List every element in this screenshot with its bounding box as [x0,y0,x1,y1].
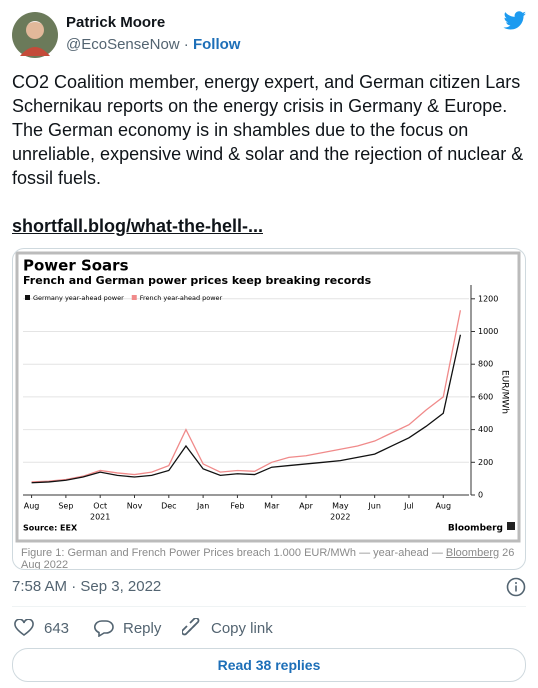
like-icon[interactable] [14,619,34,637]
x-tick-label: Jun [367,502,381,511]
card[interactable]: Power Soars French and German power pric… [12,248,526,570]
x-tick-label: Jan [196,502,209,511]
caption: Figure 1: German and French Power Prices… [21,547,525,570]
y-tick-label: 0 [478,491,483,500]
x-tick-label: Dec [161,502,176,511]
y-axis-label: EUR/MWh [500,370,510,414]
x-tick-label: Feb [230,502,244,511]
caption-text: 26 Aug 2022 [21,547,515,570]
legend-swatch [25,295,30,300]
caption-link[interactable]: Bloomberg [445,547,500,559]
follow[interactable]: Follow [192,36,241,53]
y-tick-label: 1000 [478,327,498,336]
x-tick-label: Sep [58,502,73,511]
x-tick-label: Aug [24,502,40,511]
x-tick-label: Apr [299,502,314,511]
legend-swatch [131,295,137,300]
series-line [31,310,462,483]
divider [12,606,526,607]
x-tick-label: Mar [264,502,280,511]
x-tick-label: May [332,502,349,511]
y-tick-label: 600 [478,392,493,401]
series-line [31,334,462,484]
y-tick-label: 1200 [478,294,498,303]
chart-source: Source: EEX [23,524,78,533]
x-tick-label: Nov [127,502,143,511]
separator: · [183,36,189,53]
y-tick-label: 800 [478,360,493,369]
caption-text: Figure 1: German and French Power Prices… [21,547,446,559]
read-replies-button[interactable]: Read 38 replies [12,648,526,682]
chart-subtitle: French and German power prices keep brea… [23,274,372,287]
twitter-logo[interactable] [503,10,527,32]
legend-label: French year-ahead power [140,294,223,302]
reply[interactable]: Reply [123,620,162,637]
avatar[interactable] [12,12,58,58]
link[interactable]: shortfall.blog/what-the-hell-... [12,216,263,236]
chart: Power Soars French and German power pric… [15,251,521,543]
like-count[interactable]: 643 [44,620,70,637]
chart-title: Power Soars [23,257,129,275]
timestamp[interactable]: 7:58 AM · Sep 3, 2022 [12,578,162,595]
info-icon[interactable] [506,577,526,597]
y-tick-label: 400 [478,425,493,434]
reply-icon[interactable] [94,619,114,637]
x-year-label: 2021 [90,513,110,522]
legend-label: Germany year-ahead power [33,294,124,302]
x-tick-label: Aug [435,502,451,511]
x-year-label: 2022 [330,513,350,522]
x-tick-label: Oct [93,502,107,511]
y-tick-label: 200 [478,458,493,467]
author-name[interactable]: Patrick Moore [66,14,166,31]
brand-icon [507,522,515,530]
copy-link[interactable]: Copy link [211,620,273,637]
handle[interactable]: @EcoSenseNow [66,36,180,53]
chart-brand: Bloomberg [448,524,503,534]
link-icon[interactable] [182,618,202,638]
tweet-text: CO2 Coalition member, energy expert, and… [12,72,524,188]
author-line: @EcoSenseNow · Follow [66,36,240,53]
x-tick-label: Jul [403,502,414,511]
